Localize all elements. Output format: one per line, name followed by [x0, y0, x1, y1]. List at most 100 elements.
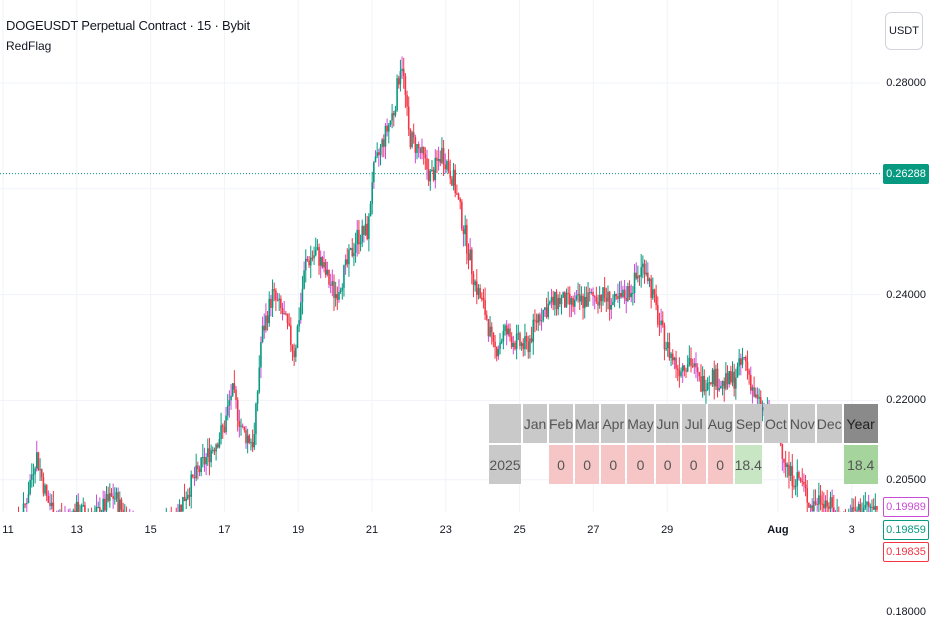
- candle-body: [225, 416, 227, 433]
- price-tick-label: 0.18000: [886, 606, 926, 618]
- candle-body: [214, 450, 216, 452]
- candle-body: [604, 287, 606, 297]
- candle-body: [202, 457, 204, 458]
- candle-body: [268, 299, 270, 323]
- last-price-badge[interactable]: 0.26288: [883, 164, 929, 184]
- candle-body: [750, 375, 752, 391]
- candle-body: [199, 469, 201, 472]
- candle-body: [24, 504, 26, 505]
- candle-body: [322, 257, 324, 267]
- candle-body: [745, 357, 747, 361]
- candle-body: [742, 358, 744, 365]
- candle-body: [738, 358, 740, 366]
- candle-body: [506, 325, 508, 334]
- candle-body: [674, 358, 676, 361]
- candle-body: [486, 315, 488, 319]
- candle-body: [516, 334, 518, 349]
- candle-body: [332, 281, 334, 285]
- candle-body: [82, 505, 84, 506]
- candle-body: [811, 505, 813, 511]
- candle-body: [76, 502, 78, 512]
- candle-body: [343, 265, 345, 287]
- table-header-cell: Nov: [790, 404, 815, 443]
- indicator-name[interactable]: RedFlag: [6, 39, 250, 53]
- candle-body: [250, 442, 252, 443]
- candle-body: [532, 320, 534, 342]
- candle-body: [109, 493, 111, 501]
- candle-body: [117, 492, 119, 512]
- candle-body: [283, 313, 285, 314]
- candle-body: [48, 496, 50, 503]
- candle-body: [591, 292, 593, 293]
- candle-body: [708, 382, 710, 383]
- candle-body: [474, 281, 476, 285]
- candle-body: [38, 452, 40, 470]
- currency-button[interactable]: USDT: [885, 12, 923, 50]
- candle-body: [868, 502, 870, 507]
- candle-body: [104, 499, 106, 511]
- marker-price-badge-upper[interactable]: 0.19989: [883, 497, 929, 517]
- candle-body: [727, 373, 729, 384]
- candle-body: [562, 292, 564, 297]
- candle-body: [388, 125, 390, 132]
- candle-body: [556, 292, 558, 309]
- candle-body: [449, 171, 451, 178]
- candle-body: [215, 445, 217, 452]
- candle-body: [757, 395, 759, 399]
- table-cell: 0: [601, 445, 625, 484]
- marker-price-badge-lower[interactable]: 0.19835: [883, 542, 929, 562]
- candle-body: [635, 273, 637, 279]
- candle-body: [227, 406, 229, 416]
- candle-body: [531, 338, 533, 341]
- symbol-title[interactable]: DOGEUSDT Perpetual Contract · 15 · Bybit: [6, 18, 250, 33]
- candle-body: [866, 502, 868, 505]
- candle-body: [219, 439, 221, 447]
- candle-body: [341, 288, 343, 291]
- candle-body: [820, 495, 822, 503]
- candle-body: [740, 358, 742, 364]
- candle-body: [712, 370, 714, 384]
- candle-body: [121, 499, 123, 509]
- candle-body: [730, 371, 732, 382]
- candle-body: [398, 78, 400, 84]
- marker-price-badge-mid[interactable]: 0.19859: [883, 520, 929, 540]
- candle-body: [488, 319, 490, 336]
- candle-body: [267, 316, 269, 323]
- candle-body: [212, 450, 214, 451]
- candle-body: [356, 230, 358, 244]
- candle-body: [416, 144, 418, 153]
- candle-body: [378, 152, 380, 155]
- candle-body: [617, 296, 619, 299]
- candle-body: [438, 159, 440, 161]
- candle-body: [112, 496, 114, 499]
- candle-body: [370, 204, 372, 217]
- candle-body: [333, 281, 335, 298]
- table-header-cell: Aug: [708, 404, 733, 443]
- candle-body: [659, 324, 661, 325]
- candle-body: [566, 293, 568, 307]
- candle-body: [614, 294, 616, 302]
- candle-body: [391, 113, 393, 120]
- candle-body: [258, 368, 260, 392]
- candle-body: [601, 295, 603, 301]
- candle-body: [270, 299, 272, 308]
- table-header-cell: May: [627, 404, 653, 443]
- candle-body: [596, 297, 598, 302]
- candle-body: [703, 376, 705, 391]
- candle-body: [51, 503, 53, 506]
- candle-body: [491, 327, 493, 333]
- candle-body: [755, 395, 757, 397]
- candle-body: [806, 488, 808, 502]
- candle-body: [305, 259, 307, 271]
- table-header-cell: Year: [844, 404, 878, 443]
- candle-body: [483, 298, 485, 300]
- candle-body: [569, 294, 571, 305]
- candle-body: [187, 495, 189, 499]
- candle-body: [348, 250, 350, 264]
- candle-body: [702, 376, 704, 391]
- candle-body: [458, 194, 460, 200]
- candle-body: [687, 365, 689, 372]
